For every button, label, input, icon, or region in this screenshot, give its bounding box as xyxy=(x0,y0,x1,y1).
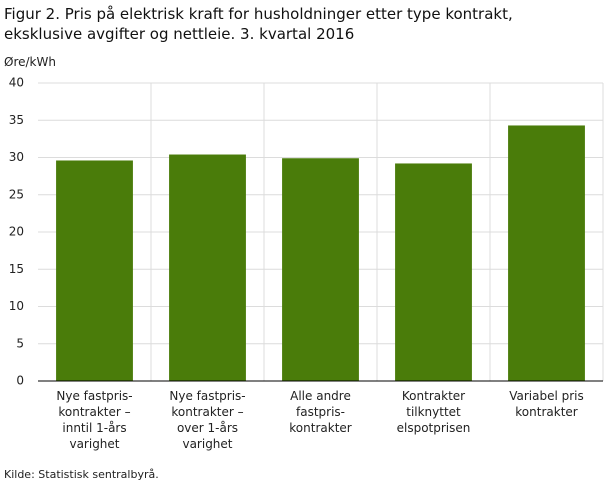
bar xyxy=(56,160,133,381)
y-tick-label: 10 xyxy=(9,299,24,313)
bar xyxy=(395,163,472,381)
source: Kilde: Statistisk sentralbyrå. xyxy=(4,468,159,481)
chart-title: Figur 2. Pris på elektrisk kraft for hus… xyxy=(4,5,513,43)
bar xyxy=(169,154,246,381)
y-tick-label: 30 xyxy=(9,150,24,164)
x-tick-label: Alle andre fastpris- kontrakter xyxy=(289,389,352,435)
y-tick-label: 25 xyxy=(9,187,24,201)
y-tick-label: 0 xyxy=(16,374,24,388)
y-tick-label: 20 xyxy=(9,225,24,239)
x-tick-label: Kontrakter tilknyttet elspotprisen xyxy=(396,389,471,435)
x-tick-label: Nye fastpris- kontrakter – inntil 1-års … xyxy=(56,389,133,451)
bar xyxy=(282,158,359,381)
bar xyxy=(508,125,585,381)
y-tick-label: 40 xyxy=(9,76,24,90)
y-tick-label: 35 xyxy=(9,113,24,127)
y-tick-label: 15 xyxy=(9,262,24,276)
x-tick-label: Nye fastpris- kontrakter – over 1-års va… xyxy=(169,389,246,451)
y-axis-label: Øre/kWh xyxy=(4,55,56,69)
x-tick-label: Variabel pris kontrakter xyxy=(509,389,584,419)
y-tick-label: 5 xyxy=(16,336,24,350)
